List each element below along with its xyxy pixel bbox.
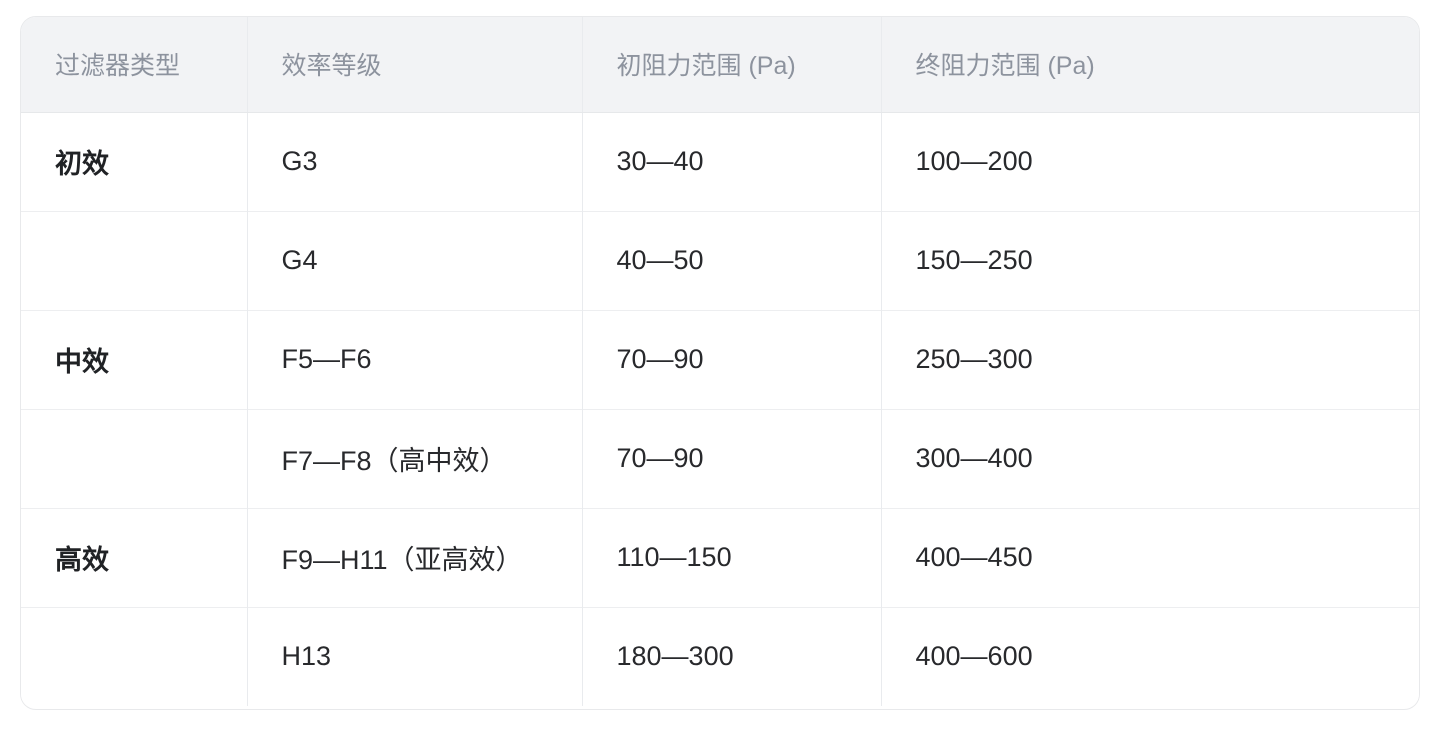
- table-cell: 30—40: [581, 112, 881, 211]
- table-cell: G3: [246, 112, 582, 211]
- table-cell: 70—90: [581, 309, 881, 409]
- table-cell: F7—F8（高中效）: [246, 408, 582, 508]
- category-cell: 高效: [21, 507, 247, 607]
- table-row: 初效 G3 30—40 100—200: [21, 112, 1419, 211]
- table-body: 初效 G3 30—40 100—200 G4 40—50 150—250 中效 …: [21, 112, 1419, 706]
- category-cell: 初效: [21, 112, 247, 211]
- table-header: 过滤器类型 效率等级 初阻力范围 (Pa) 终阻力范围 (Pa): [21, 17, 1419, 113]
- table-row: G4 40—50 150—250: [21, 210, 1419, 310]
- header-row: 过滤器类型 效率等级 初阻力范围 (Pa) 终阻力范围 (Pa): [21, 17, 1419, 113]
- table-cell: 70—90: [581, 408, 881, 508]
- table-cell: 40—50: [581, 210, 881, 310]
- column-header-efficiency-grade: 效率等级: [246, 17, 582, 113]
- table-cell: H13: [246, 606, 582, 706]
- table-row: H13 180—300 400—600: [21, 606, 1419, 706]
- column-header-initial-resistance: 初阻力范围 (Pa): [581, 17, 881, 113]
- data-table: 过滤器类型 效率等级 初阻力范围 (Pa) 终阻力范围 (Pa) 初效 G3 3…: [21, 17, 1419, 706]
- table-row: F7—F8（高中效） 70—90 300—400: [21, 408, 1419, 508]
- filter-resistance-table: 过滤器类型 效率等级 初阻力范围 (Pa) 终阻力范围 (Pa) 初效 G3 3…: [20, 16, 1420, 710]
- column-header-final-resistance: 终阻力范围 (Pa): [880, 17, 1419, 113]
- table-cell: 300—400: [880, 408, 1419, 508]
- table-cell: 100—200: [880, 112, 1419, 211]
- table-cell: G4: [246, 210, 582, 310]
- column-header-filter-type: 过滤器类型: [21, 17, 247, 113]
- table-row: 中效 F5—F6 70—90 250—300: [21, 309, 1419, 409]
- table-row: 高效 F9—H11（亚高效） 110—150 400—450: [21, 507, 1419, 607]
- table-cell: 400—600: [880, 606, 1419, 706]
- table-cell: 180—300: [581, 606, 881, 706]
- table-cell: 150—250: [880, 210, 1419, 310]
- category-cell: [21, 606, 247, 706]
- table-cell: 250—300: [880, 309, 1419, 409]
- table-cell: 110—150: [581, 507, 881, 607]
- table-cell: F9—H11（亚高效）: [246, 507, 582, 607]
- category-cell: 中效: [21, 309, 247, 409]
- table-cell: 400—450: [880, 507, 1419, 607]
- category-cell: [21, 408, 247, 508]
- table-cell: F5—F6: [246, 309, 582, 409]
- category-cell: [21, 210, 247, 310]
